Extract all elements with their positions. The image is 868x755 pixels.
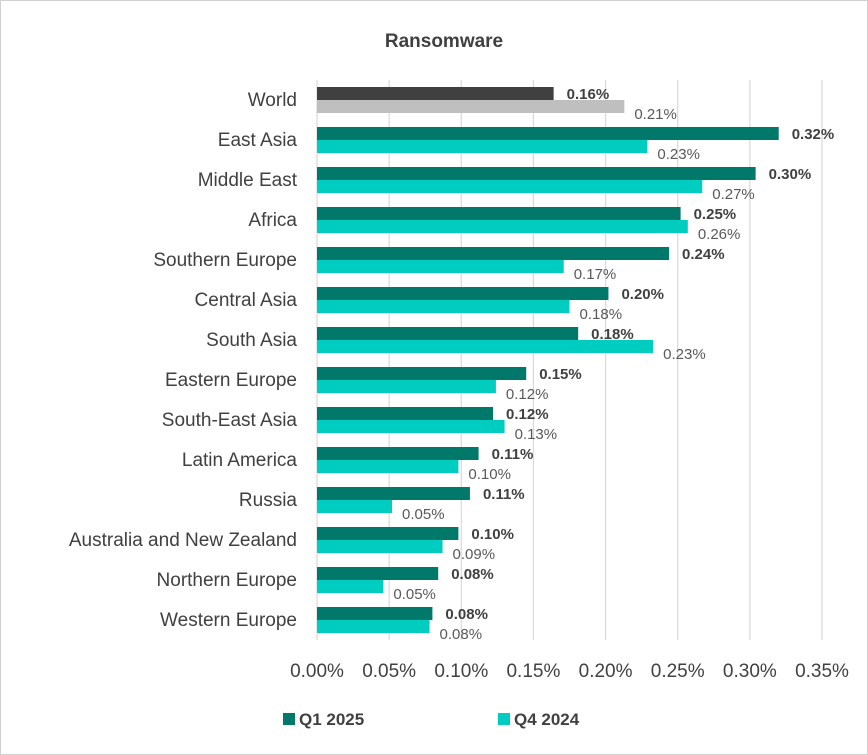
data-label-q1-2025: 0.20% xyxy=(621,286,664,303)
data-label-q1-2025: 0.11% xyxy=(483,486,525,503)
bar-q4-2024 xyxy=(317,100,625,113)
bar-q4-2024 xyxy=(317,420,505,433)
legend: Q1 2025 Q4 2024 xyxy=(283,710,580,729)
bar-q4-2024 xyxy=(317,380,496,393)
data-label-q1-2025: 0.16% xyxy=(567,86,610,103)
data-label-q4-2024: 0.09% xyxy=(453,546,496,563)
bar-q4-2024 xyxy=(317,460,459,473)
bar-q4-2024 xyxy=(317,180,703,193)
data-label-q4-2024: 0.13% xyxy=(515,426,558,443)
x-tick-label: 0.00% xyxy=(290,661,344,682)
bar-q1-2025 xyxy=(317,167,756,180)
bar-q1-2025 xyxy=(317,567,439,580)
bar-q1-2025 xyxy=(317,287,609,300)
x-axis-ticks: 0.00% 0.05% 0.10% 0.15% 0.20% 0.25% 0.30% 0.35% xyxy=(290,661,849,682)
category-label: South-East Asia xyxy=(162,410,298,431)
x-tick-label: 0.10% xyxy=(434,661,488,682)
category-label: Australia and New Zealand xyxy=(69,530,297,551)
bars xyxy=(317,87,779,633)
data-label-q4-2024: 0.21% xyxy=(634,106,677,123)
data-label-q4-2024: 0.12% xyxy=(506,386,549,403)
data-label-q1-2025: 0.24% xyxy=(682,246,725,263)
category-label: Russia xyxy=(239,490,298,511)
gridlines xyxy=(316,80,823,640)
bar-q1-2025 xyxy=(317,607,433,620)
data-label-q4-2024: 0.10% xyxy=(468,466,511,483)
data-label-q4-2024: 0.08% xyxy=(440,626,483,643)
x-tick-label: 0.20% xyxy=(579,661,633,682)
x-tick-label: 0.05% xyxy=(362,661,416,682)
x-tick-label: 0.35% xyxy=(795,661,849,682)
bar-q4-2024 xyxy=(317,220,688,233)
category-label: South Asia xyxy=(206,330,297,351)
category-label: Northern Europe xyxy=(157,570,297,591)
bar-q4-2024 xyxy=(317,580,384,593)
data-label-q4-2024: 0.26% xyxy=(698,226,741,243)
bar-q4-2024 xyxy=(317,340,654,353)
bar-q4-2024 xyxy=(317,620,430,633)
category-labels: World East Asia Middle East Africa Southern … xyxy=(69,90,298,631)
legend-label: Q1 2025 xyxy=(299,710,364,729)
category-label: Southern Europe xyxy=(153,250,297,271)
bar-q1-2025 xyxy=(317,87,554,100)
bar-q1-2025 xyxy=(317,327,579,340)
category-label: Latin America xyxy=(182,450,298,471)
data-label-q1-2025: 0.08% xyxy=(451,566,494,583)
bar-q4-2024 xyxy=(317,500,393,513)
bar-q4-2024 xyxy=(317,140,648,153)
data-label-q4-2024: 0.27% xyxy=(712,186,755,203)
category-label: East Asia xyxy=(218,130,298,151)
category-label: Middle East xyxy=(198,170,298,191)
data-label-q1-2025: 0.11% xyxy=(492,446,534,463)
legend-swatch xyxy=(498,713,510,725)
data-label-q1-2025: 0.12% xyxy=(506,406,549,423)
data-label-q4-2024: 0.05% xyxy=(393,586,436,603)
bar-q1-2025 xyxy=(317,487,470,500)
bar-q1-2025 xyxy=(317,447,479,460)
category-label: Eastern Europe xyxy=(165,370,297,391)
data-label-q1-2025: 0.25% xyxy=(694,206,737,223)
data-label-q1-2025: 0.32% xyxy=(792,126,835,143)
data-label-q1-2025: 0.18% xyxy=(591,326,634,343)
x-tick-label: 0.15% xyxy=(506,661,560,682)
category-label: Western Europe xyxy=(160,610,297,631)
bar-q4-2024 xyxy=(317,540,443,553)
category-label: Central Asia xyxy=(195,290,298,311)
x-tick-label: 0.25% xyxy=(651,661,705,682)
data-label-q4-2024: 0.23% xyxy=(663,346,706,363)
data-label-q4-2024: 0.17% xyxy=(574,266,617,283)
data-label-q1-2025: 0.15% xyxy=(539,366,582,383)
data-label-q4-2024: 0.05% xyxy=(402,506,445,523)
chart-title: Ransomware xyxy=(385,31,503,52)
legend-label: Q4 2024 xyxy=(514,710,580,729)
category-label: Africa xyxy=(248,210,297,231)
bar-q4-2024 xyxy=(317,260,564,273)
data-labels: 0.16% 0.21% 0.32% 0.23% 0.30% 0.27% 0.25% 0.26%… xyxy=(393,86,834,643)
category-label: World xyxy=(248,90,297,111)
bar-q1-2025 xyxy=(317,407,494,420)
data-label-q1-2025: 0.08% xyxy=(445,606,488,623)
bar-q4-2024 xyxy=(317,300,570,313)
bar-q1-2025 xyxy=(317,527,459,540)
bar-q1-2025 xyxy=(317,127,779,140)
bar-q1-2025 xyxy=(317,367,527,380)
data-label-q4-2024: 0.23% xyxy=(657,146,700,163)
data-label-q4-2024: 0.18% xyxy=(580,306,623,323)
bar-q1-2025 xyxy=(317,207,681,220)
legend-swatch xyxy=(283,713,295,725)
data-label-q1-2025: 0.10% xyxy=(471,526,514,543)
bar-q1-2025 xyxy=(317,247,670,260)
data-label-q1-2025: 0.30% xyxy=(769,166,812,183)
x-tick-label: 0.30% xyxy=(723,661,777,682)
